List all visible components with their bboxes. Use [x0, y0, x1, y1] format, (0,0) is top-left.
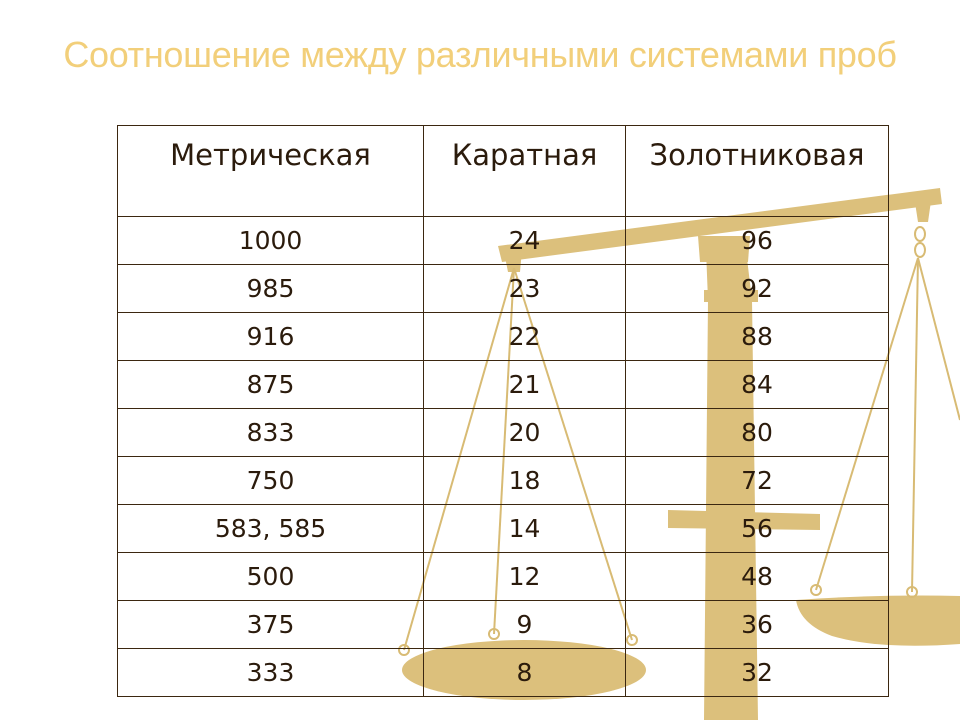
cell-carat: 8: [423, 648, 626, 697]
header-metric: Метрическая: [117, 125, 424, 217]
cell-metric: 500: [117, 552, 424, 601]
cell-zolotnik: 84: [625, 360, 889, 409]
cell-zolotnik: 56: [625, 504, 889, 553]
table-row: 875 21 84: [117, 360, 889, 409]
cell-zolotnik: 80: [625, 408, 889, 457]
cell-carat: 20: [423, 408, 626, 457]
cell-zolotnik: 32: [625, 648, 889, 697]
table-row: 985 23 92: [117, 264, 889, 313]
cell-zolotnik: 96: [625, 216, 889, 265]
slide-title: Соотношение между различными системами п…: [63, 34, 897, 75]
cell-metric: 583, 585: [117, 504, 424, 553]
cell-metric: 1000: [117, 216, 424, 265]
cell-zolotnik: 36: [625, 600, 889, 649]
cell-carat: 21: [423, 360, 626, 409]
cell-carat: 18: [423, 456, 626, 505]
cell-metric: 375: [117, 600, 424, 649]
table-row: 333 8 32: [117, 648, 889, 697]
cell-carat: 24: [423, 216, 626, 265]
table-row: 583, 585 14 56: [117, 504, 889, 553]
table-row: 916 22 88: [117, 312, 889, 361]
header-carat: Каратная: [423, 125, 626, 217]
cell-carat: 9: [423, 600, 626, 649]
cell-carat: 12: [423, 552, 626, 601]
cell-metric: 985: [117, 264, 424, 313]
cell-zolotnik: 88: [625, 312, 889, 361]
table-row: 750 18 72: [117, 456, 889, 505]
cell-metric: 916: [117, 312, 424, 361]
table-row: 500 12 48: [117, 552, 889, 601]
table-row: 833 20 80: [117, 408, 889, 457]
header-zolotnik: Золотниковая: [625, 125, 889, 217]
table-row: 375 9 36: [117, 600, 889, 649]
cell-carat: 22: [423, 312, 626, 361]
cell-metric: 750: [117, 456, 424, 505]
cell-zolotnik: 72: [625, 456, 889, 505]
probe-systems-table: Метрическая Каратная Золотниковая 1000 2…: [117, 125, 889, 697]
cell-metric: 833: [117, 408, 424, 457]
table-row: 1000 24 96: [117, 216, 889, 265]
cell-carat: 14: [423, 504, 626, 553]
cell-carat: 23: [423, 264, 626, 313]
table-header-row: Метрическая Каратная Золотниковая: [117, 125, 889, 217]
cell-metric: 333: [117, 648, 424, 697]
cell-zolotnik: 48: [625, 552, 889, 601]
cell-zolotnik: 92: [625, 264, 889, 313]
cell-metric: 875: [117, 360, 424, 409]
